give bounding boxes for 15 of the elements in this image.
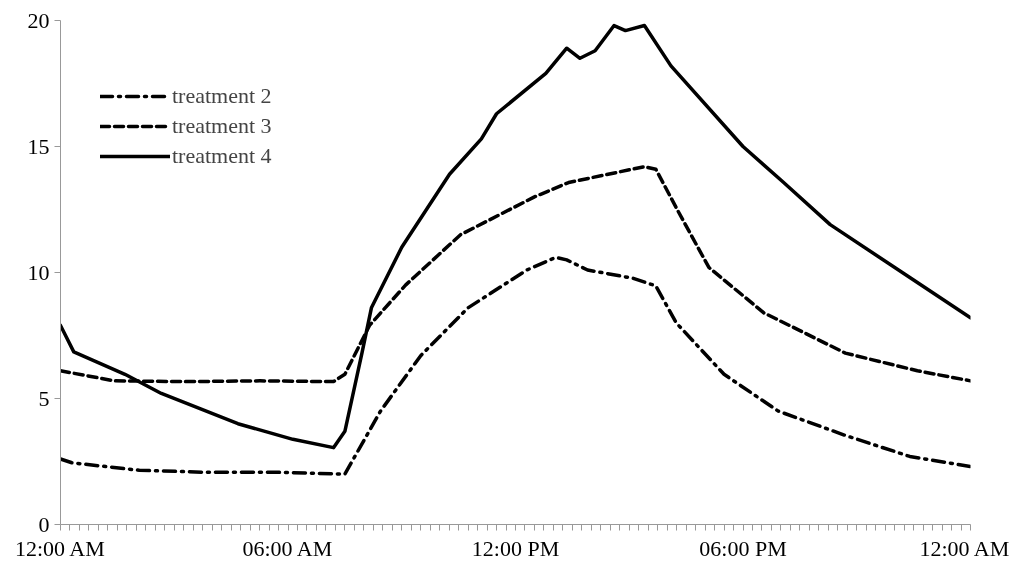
x-tick-label: 06:00 AM [242, 535, 333, 561]
x-tick-label: 06:00 PM [699, 535, 787, 561]
x-tick-label: 12:00 AM [919, 535, 1010, 561]
line-series [60, 255, 971, 476]
x-tick-label: 12:00 AM [14, 535, 105, 561]
y-tick-label: 20 [27, 7, 50, 33]
legend-label: treatment 2 [172, 83, 272, 109]
y-tick-label: 5 [38, 385, 50, 411]
y-tick-label: 10 [27, 259, 50, 285]
line-series [60, 23, 971, 450]
legend-label: treatment 3 [172, 113, 272, 139]
legend-label: treatment 4 [172, 143, 272, 169]
x-tick-label: 12:00 PM [471, 535, 560, 561]
y-tick-label: 15 [27, 133, 50, 159]
y-tick-label: 0 [38, 511, 50, 537]
